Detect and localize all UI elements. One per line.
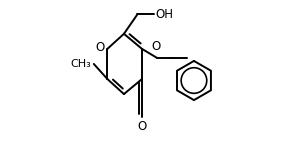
Text: O: O (152, 40, 161, 53)
Text: O: O (95, 41, 104, 54)
Text: O: O (137, 120, 147, 133)
Text: OH: OH (156, 8, 174, 21)
Text: CH₃: CH₃ (71, 59, 91, 69)
